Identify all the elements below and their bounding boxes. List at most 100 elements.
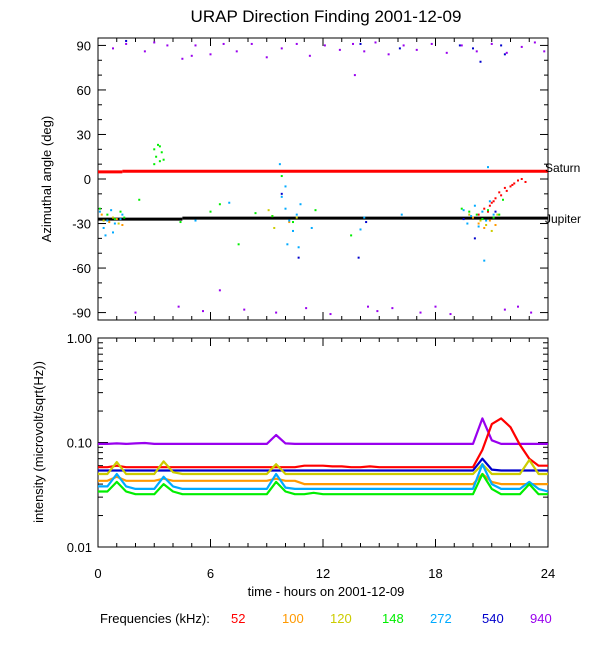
point-148khz	[162, 158, 165, 161]
point-540khz	[458, 44, 461, 47]
point-940khz	[363, 50, 366, 53]
legend-item-540: 540	[482, 611, 504, 626]
point-52khz	[477, 213, 480, 216]
point-940khz	[166, 44, 169, 47]
point-940khz	[376, 310, 379, 313]
point-120khz	[267, 209, 270, 212]
point-540khz	[297, 256, 300, 259]
point-272khz	[473, 204, 476, 207]
point-120khz	[273, 226, 276, 229]
point-540khz	[365, 221, 368, 224]
legend-item-120: 120	[330, 611, 352, 626]
x-tick-label: 24	[541, 566, 555, 581]
point-540khz	[472, 47, 474, 50]
point-148khz	[138, 198, 141, 201]
point-120khz	[295, 216, 298, 219]
point-120khz	[117, 222, 120, 225]
series-line-148khz	[98, 472, 548, 496]
point-148khz	[123, 216, 126, 219]
point-120khz	[485, 224, 488, 227]
point-540khz	[473, 237, 476, 240]
point-940khz	[112, 47, 114, 50]
point-272khz	[278, 163, 281, 166]
point-940khz	[305, 307, 308, 310]
point-940khz	[415, 48, 418, 51]
point-940khz	[243, 308, 246, 311]
point-272khz	[106, 219, 109, 222]
point-148khz	[481, 218, 484, 221]
upper-ytick-label: -90	[72, 306, 91, 321]
x-tick-label: 0	[94, 566, 101, 581]
x-tick-label: 12	[316, 566, 330, 581]
point-148khz	[209, 210, 212, 213]
point-148khz	[350, 234, 353, 237]
point-940khz	[153, 41, 156, 44]
point-272khz	[119, 218, 122, 221]
upper-data-points	[98, 39, 546, 316]
reference-lines	[98, 169, 548, 221]
point-148khz	[314, 209, 317, 212]
point-52khz	[505, 189, 508, 192]
point-272khz	[462, 209, 465, 212]
point-148khz	[106, 213, 109, 216]
point-52khz	[509, 185, 512, 188]
jupiter-label: Jupiter	[545, 212, 581, 226]
point-272khz	[292, 229, 294, 232]
point-148khz	[487, 209, 489, 212]
point-940khz	[445, 51, 448, 54]
point-272khz	[121, 213, 124, 216]
legend-item-940: 940	[530, 611, 552, 626]
point-272khz	[102, 226, 105, 229]
point-940khz	[530, 311, 533, 314]
point-52khz	[524, 180, 527, 183]
upper-ytick-label: 30	[77, 127, 91, 142]
point-940khz	[460, 44, 463, 47]
point-540khz	[494, 210, 497, 213]
point-148khz	[468, 210, 471, 213]
point-940khz	[434, 305, 437, 308]
point-272khz	[481, 210, 484, 213]
point-272khz	[295, 213, 298, 216]
upper-plot-frame	[97, 37, 549, 321]
point-100khz	[115, 218, 118, 221]
point-272khz	[286, 243, 289, 246]
point-272khz	[104, 234, 107, 237]
upper-ytick-label: 0	[84, 172, 91, 187]
point-272khz	[363, 216, 366, 219]
lower-panel: 1.00 0.10 0.010 6 12 18 24 intensity (microvol…	[31, 331, 555, 599]
point-272khz	[228, 201, 231, 204]
point-52khz	[517, 179, 519, 182]
point-148khz	[498, 213, 501, 216]
point-940khz	[374, 41, 377, 44]
point-540khz	[280, 192, 283, 195]
point-148khz	[492, 216, 495, 219]
point-940khz	[387, 53, 390, 56]
point-120khz	[479, 219, 482, 222]
frequency-legend: Frequencies (kHz): 52 100 120 148 272 54…	[0, 609, 600, 631]
point-148khz	[153, 163, 156, 166]
point-940khz	[505, 51, 508, 54]
lower-ytick-label: 0.10	[67, 436, 92, 451]
point-272khz	[194, 219, 197, 222]
point-100khz	[494, 224, 497, 227]
point-148khz	[460, 207, 463, 210]
point-540khz	[357, 256, 360, 259]
point-940khz	[449, 313, 452, 316]
point-540khz	[500, 44, 503, 47]
x-tick-label: 6	[207, 566, 214, 581]
point-52khz	[483, 207, 486, 210]
point-940khz	[323, 44, 326, 47]
point-272khz	[400, 213, 403, 216]
point-940khz	[177, 305, 180, 308]
point-52khz	[490, 201, 493, 204]
point-120khz	[468, 213, 471, 216]
point-100khz	[121, 224, 124, 227]
point-148khz	[218, 203, 221, 206]
point-940khz	[295, 42, 298, 45]
point-540khz	[398, 47, 401, 50]
lower-y-axis-label: intensity (microvolt/sqrt(Hz))	[31, 361, 46, 523]
point-272khz	[288, 219, 291, 222]
point-52khz	[494, 197, 497, 200]
point-940khz	[202, 310, 204, 313]
